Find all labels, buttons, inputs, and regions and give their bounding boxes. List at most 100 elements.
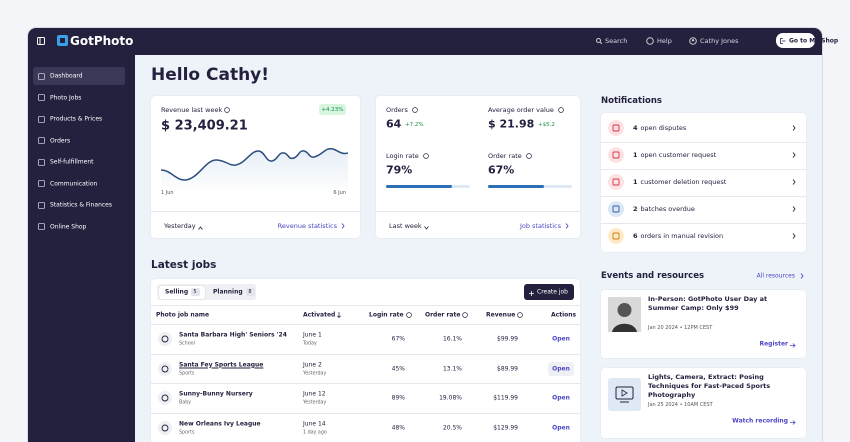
icon: [160, 147, 349, 193]
icon-part: [423, 153, 429, 159]
icon-part: [558, 107, 564, 113]
notification-count[interactable]: 1: [633, 178, 638, 186]
job-name[interactable]: Sunny-Bunny Nursery: [179, 390, 253, 398]
icon-part: [38, 72, 45, 80]
notification-text[interactable]: open disputes: [640, 124, 687, 132]
revenue: $129.99: [493, 424, 518, 432]
icon: [517, 312, 523, 318]
create-button[interactable]: [524, 284, 574, 300]
period-select[interactable]: Last week: [389, 222, 422, 230]
job-icon: [158, 361, 172, 376]
job-name[interactable]: Santa Fey Sports League: [179, 361, 264, 369]
icon-part: [158, 332, 172, 346]
divider: [601, 168, 806, 170]
nav-icon: [38, 201, 45, 209]
exit-icon: [780, 38, 786, 44]
nav-icon: [38, 223, 45, 230]
icon-part: [646, 37, 654, 45]
icon-part: [596, 38, 601, 43]
event-action[interactable]: Watch recording: [732, 417, 788, 425]
notification-text[interactable]: batches overdue: [640, 205, 695, 213]
icon: [462, 312, 468, 318]
icon-part: [691, 39, 695, 42]
chevron-icon: [565, 223, 569, 229]
icon-part: [38, 201, 45, 209]
nav-icon: [38, 137, 45, 144]
job-name[interactable]: Santa Barbara High' Seniors '24: [179, 331, 287, 339]
open-button[interactable]: Open: [552, 335, 570, 343]
nav-icon: [38, 72, 45, 80]
metric-value: $ 21.98: [488, 117, 535, 131]
icon: [38, 72, 45, 80]
notification-text[interactable]: customer deletion request: [640, 178, 727, 186]
help[interactable]: Help: [657, 37, 672, 45]
icon: [341, 223, 345, 229]
job-date: June 12: [303, 390, 326, 398]
create-label: Create job: [537, 288, 568, 296]
plus-icon: [529, 290, 534, 296]
icon: [423, 153, 429, 159]
jobs-card: [151, 279, 580, 442]
event-action[interactable]: Register: [759, 340, 788, 348]
nav-icon: [38, 94, 45, 101]
icon: [38, 137, 45, 144]
revenue-amount: $ 23,409.21: [161, 118, 248, 134]
icon-part: [161, 394, 169, 402]
divider: [601, 195, 806, 197]
notification-text[interactable]: open customer request: [640, 151, 717, 159]
open-button[interactable]: Open: [552, 394, 570, 402]
event-title: In-Person: GotPhoto User Day at Summer C…: [648, 295, 768, 312]
nav-item[interactable]: Statistics & Finances: [50, 201, 113, 209]
icon-part: [612, 124, 620, 132]
info-icon: [423, 153, 429, 159]
notification-count[interactable]: 6: [633, 232, 638, 240]
revenue-link[interactable]: Revenue statistics: [277, 222, 337, 230]
nav-item[interactable]: Products & Prices: [50, 115, 103, 123]
search[interactable]: Search: [605, 37, 628, 45]
nav-item[interactable]: Orders: [50, 137, 71, 144]
chevron-icon: [792, 152, 796, 158]
notification-count[interactable]: 1: [633, 151, 638, 159]
nav-item[interactable]: Dashboard: [50, 72, 83, 80]
open-button[interactable]: Open: [552, 424, 570, 432]
notification-count[interactable]: 4: [633, 124, 638, 132]
job-category: Sports: [179, 430, 195, 436]
metric-label: Average order value: [488, 106, 554, 114]
tab-label[interactable]: Planning: [213, 288, 243, 296]
job-name[interactable]: New Orleans Ivy League: [179, 420, 261, 428]
nav-item[interactable]: Self-fulfillment: [50, 158, 94, 166]
icon-part: [615, 386, 634, 400]
icon-part: [800, 273, 804, 279]
chevron-icon: [792, 206, 796, 212]
table-header[interactable]: Activated: [303, 311, 336, 319]
caret-icon: [198, 224, 203, 230]
jobs-title: Latest jobs: [151, 259, 217, 271]
jobs-stats-link[interactable]: Job statistics: [519, 222, 561, 230]
all-resources-link[interactable]: All resources: [756, 272, 795, 280]
nav-item[interactable]: Photo Jobs: [50, 94, 82, 101]
icon-part: [158, 361, 172, 376]
card: [601, 113, 806, 252]
shop-button[interactable]: [776, 33, 815, 48]
open-button[interactable]: Open: [552, 365, 570, 373]
user-name[interactable]: Cathy Jones: [700, 37, 739, 45]
period-select[interactable]: Yesterday: [164, 222, 196, 230]
icon-part: [526, 153, 532, 159]
open-button-hover: [548, 361, 574, 376]
notification-count[interactable]: 2: [633, 205, 638, 213]
order-rate: 16.1%: [442, 335, 462, 343]
notification-text[interactable]: orders in manual revision: [640, 232, 724, 240]
job-relative-date: Yesterday: [303, 400, 327, 406]
event-date: Jan 20 2024 • 12PM CEST: [648, 325, 713, 331]
metric-value: 67%: [488, 163, 515, 177]
chart-start-label: 1 Jun: [161, 190, 174, 196]
tab-label[interactable]: Selling: [165, 288, 189, 296]
icon: [38, 158, 45, 166]
nav-item[interactable]: Communication: [50, 180, 98, 187]
icon-part: [341, 223, 345, 229]
icon: [596, 38, 603, 45]
icon: [800, 273, 804, 279]
icon-part: [161, 148, 348, 193]
nav-item[interactable]: Online Shop: [50, 223, 87, 230]
